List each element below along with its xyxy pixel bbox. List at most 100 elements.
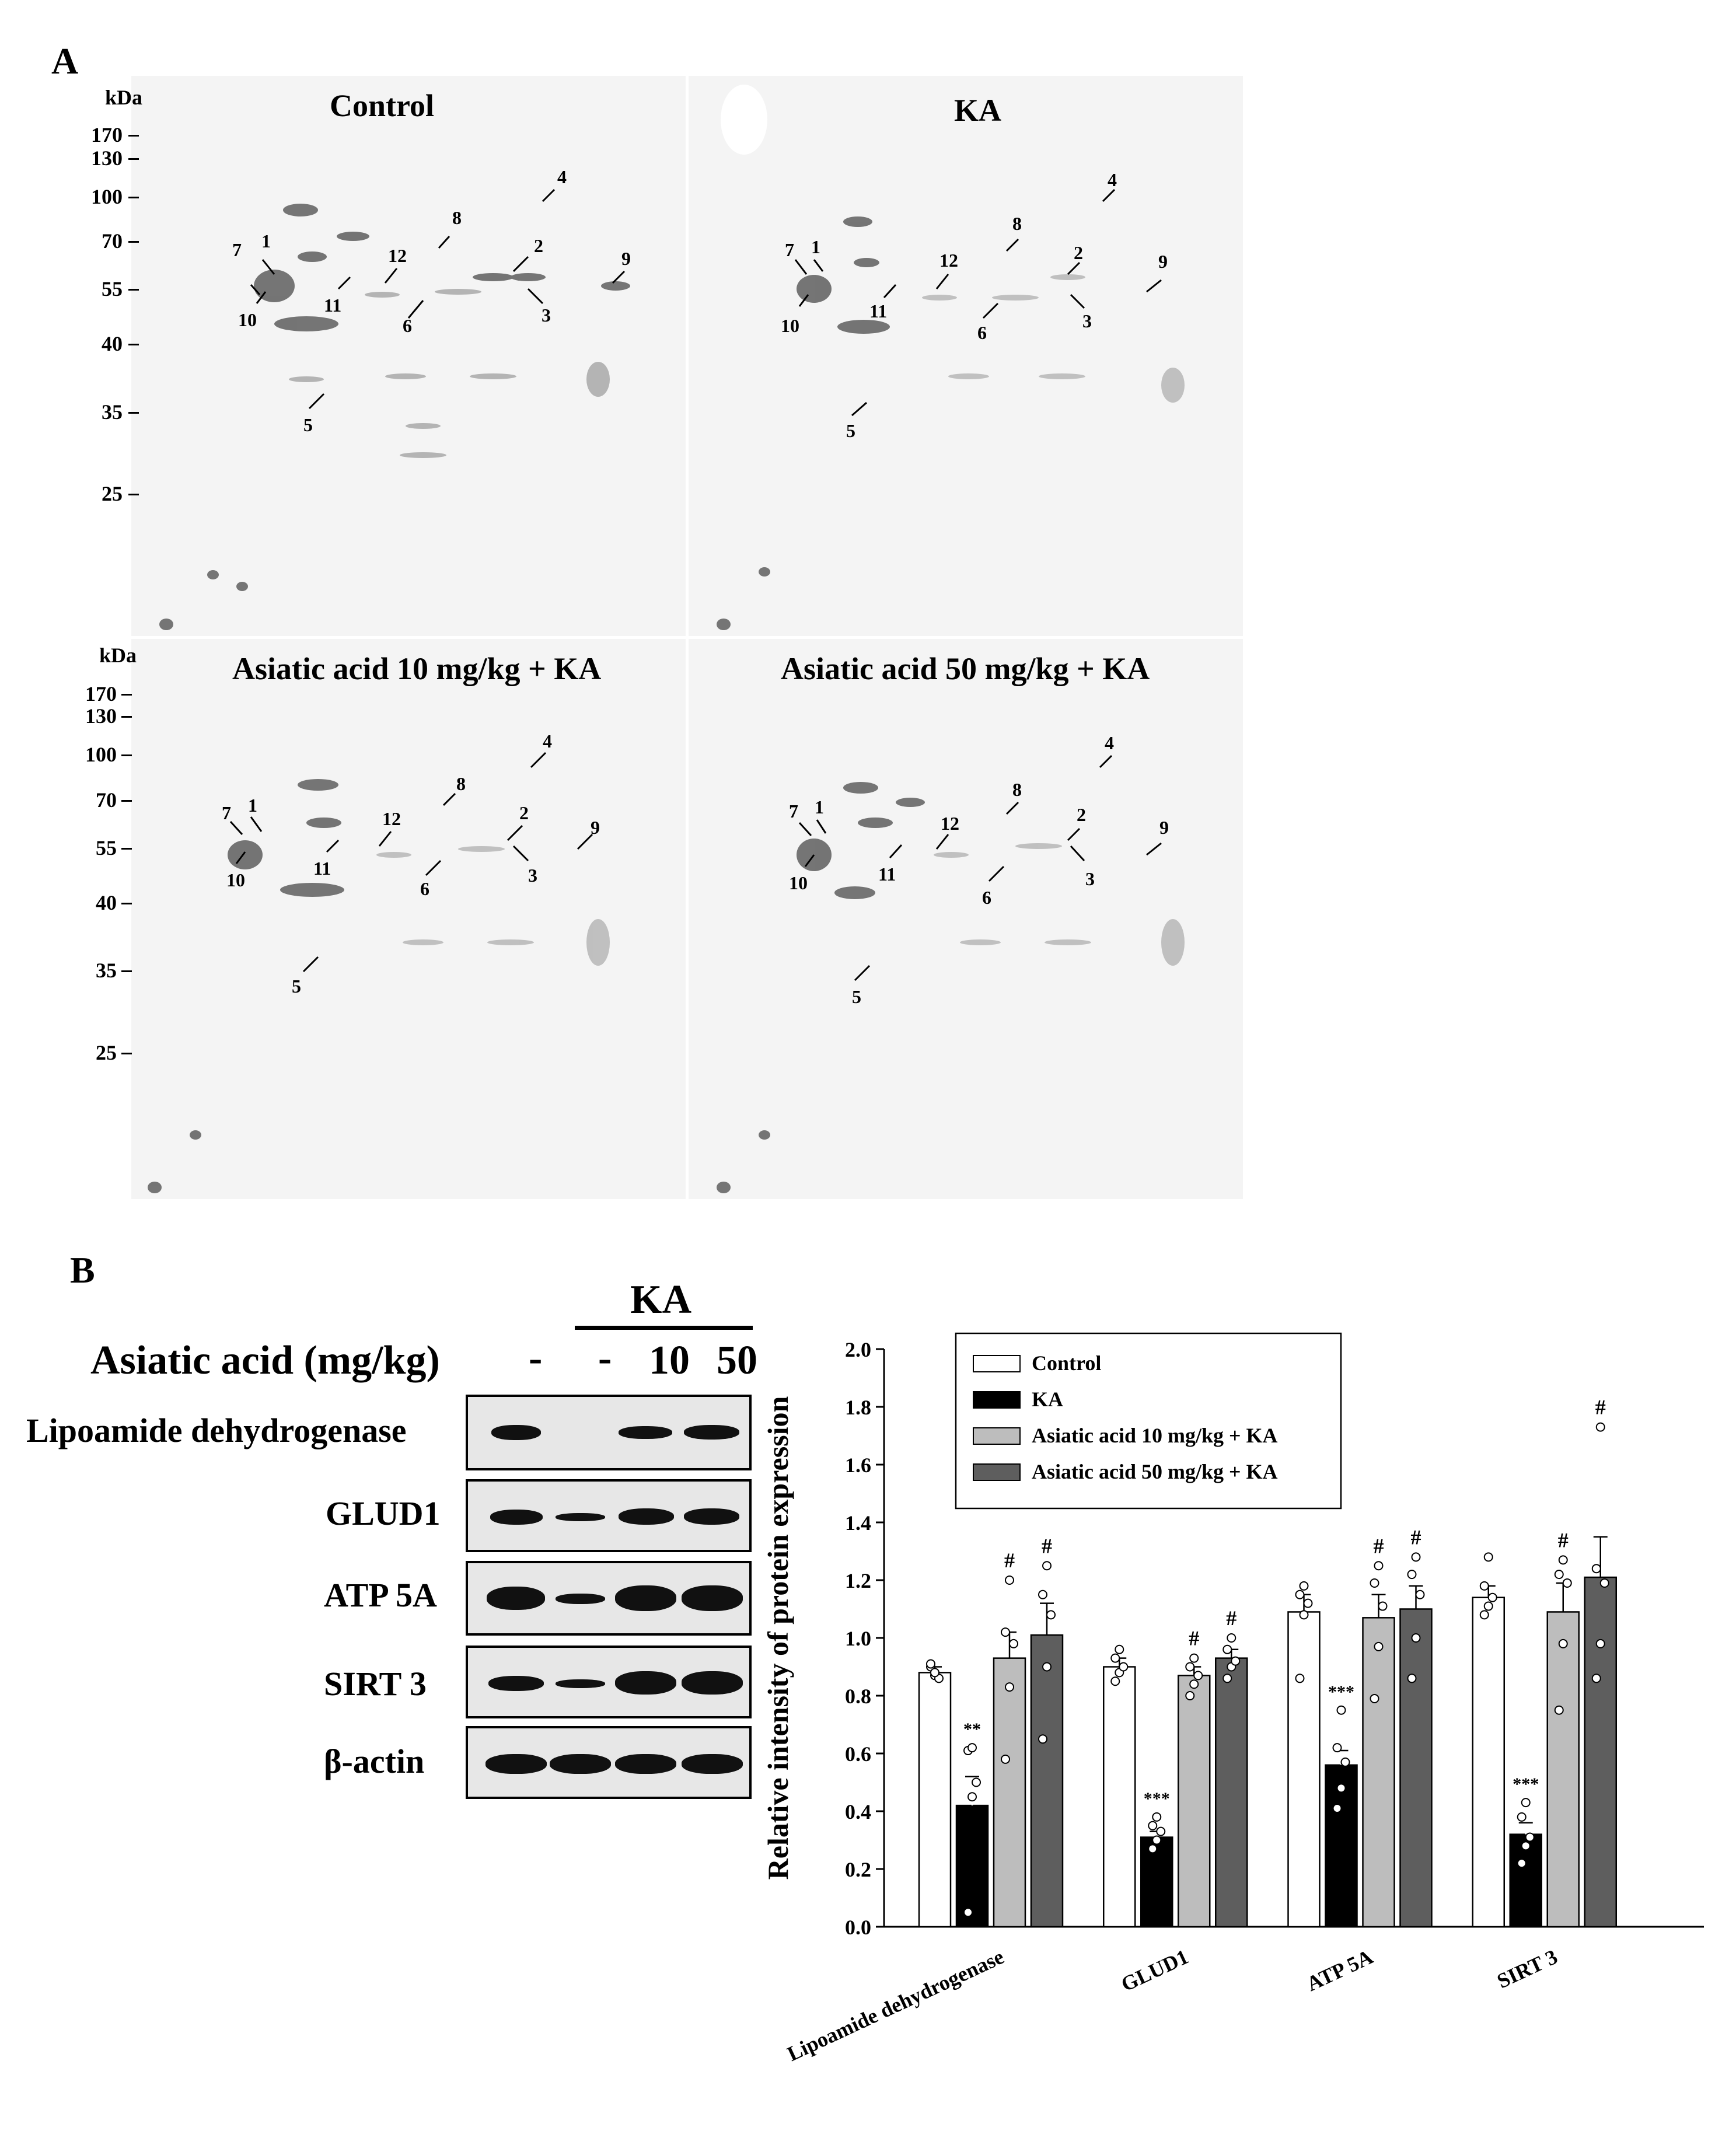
data-point xyxy=(1487,1592,1497,1602)
data-point xyxy=(1336,1705,1346,1715)
mw-tick xyxy=(128,197,139,198)
data-point xyxy=(1415,1589,1425,1599)
significance-marker: # xyxy=(1374,1534,1384,1557)
wb-row-lipoamide xyxy=(466,1395,752,1470)
significance-marker: # xyxy=(1042,1534,1052,1557)
wb-band xyxy=(550,1754,611,1774)
gel-aa50 xyxy=(689,639,1243,1199)
gel-control-spots xyxy=(159,204,630,630)
mw-70-bottom: 70 xyxy=(96,788,117,812)
data-point xyxy=(1521,1798,1531,1808)
bar xyxy=(955,1804,989,1928)
kda-label-top: kDa xyxy=(105,86,143,109)
legend-label: Control xyxy=(1032,1351,1101,1375)
data-point xyxy=(1374,1561,1384,1571)
data-point xyxy=(1303,1598,1313,1608)
spot-8: 8 xyxy=(456,773,466,794)
mw-tick xyxy=(128,344,139,345)
spot-12: 12 xyxy=(388,245,407,266)
data-point xyxy=(1001,1627,1010,1637)
mw-70-top: 70 xyxy=(102,229,123,253)
data-point xyxy=(1222,1644,1232,1654)
data-point xyxy=(1005,1682,1014,1692)
dose-aa10: 10 xyxy=(649,1338,690,1383)
kda-label-bottom: kDa xyxy=(99,644,137,667)
spot-2: 2 xyxy=(519,802,529,823)
wb-row-sirt3 xyxy=(466,1646,752,1718)
data-point xyxy=(1411,1552,1421,1562)
mw-100-top: 100 xyxy=(91,185,123,208)
spot-3: 3 xyxy=(542,305,551,326)
data-point xyxy=(1525,1832,1535,1842)
spot-7: 7 xyxy=(789,801,798,822)
y-axis-label: Relative intensity of protein expression xyxy=(762,1396,794,1880)
spot-5: 5 xyxy=(846,420,855,441)
legend-label: KA xyxy=(1032,1388,1063,1411)
spot-10: 10 xyxy=(781,315,799,336)
wb-row-beta-actin xyxy=(466,1726,752,1799)
data-point xyxy=(1185,1662,1195,1672)
y-tick-label: 2.0 xyxy=(845,1338,871,1361)
spot-1: 1 xyxy=(815,796,824,818)
spot-10: 10 xyxy=(238,309,257,330)
data-point xyxy=(1115,1644,1124,1654)
wb-label-beta-actin: β-actin xyxy=(324,1742,425,1780)
wb-band xyxy=(556,1594,605,1604)
bar xyxy=(918,1672,952,1928)
spot-9: 9 xyxy=(1159,817,1169,838)
y-tick-label: 0.8 xyxy=(845,1685,871,1708)
gel-title-control: Control xyxy=(330,88,435,123)
spot-9: 9 xyxy=(621,248,631,269)
data-point xyxy=(926,1659,935,1669)
mw-35-top: 35 xyxy=(102,400,123,424)
wb-band xyxy=(615,1754,676,1774)
spot-5: 5 xyxy=(303,414,313,435)
data-point xyxy=(1483,1552,1493,1562)
wb-band xyxy=(619,1508,674,1525)
bar xyxy=(1030,1634,1064,1928)
bar xyxy=(1287,1611,1321,1928)
data-point xyxy=(1119,1662,1129,1672)
dose-ka: - xyxy=(598,1336,612,1381)
dose-label: Asiatic acid (mg/kg) xyxy=(90,1338,440,1383)
significance-marker: # xyxy=(1189,1627,1199,1650)
spot-4: 4 xyxy=(1108,169,1117,190)
spot-11: 11 xyxy=(324,295,342,316)
data-point xyxy=(967,1743,977,1753)
data-point xyxy=(972,1777,981,1787)
gel-aa10-spots xyxy=(148,779,610,1193)
data-point xyxy=(1038,1734,1047,1744)
ka-header-bar xyxy=(575,1326,753,1330)
data-point xyxy=(1479,1581,1489,1591)
data-point xyxy=(1332,1804,1342,1814)
x-tick-label: SIRT 3 xyxy=(1493,1945,1561,1993)
data-point xyxy=(1222,1674,1232,1683)
spot-7: 7 xyxy=(232,239,242,260)
wb-band xyxy=(490,1510,543,1525)
wb-row-atp5a xyxy=(466,1561,752,1636)
mw-40-top: 40 xyxy=(102,332,123,355)
x-tick-label: Lipoamide dehydrogenase xyxy=(784,1945,1007,2066)
bar xyxy=(1215,1657,1248,1928)
data-point xyxy=(1483,1601,1493,1611)
wb-label-atp5a: ATP 5A xyxy=(324,1576,437,1614)
data-point xyxy=(1378,1601,1388,1611)
mw-tick xyxy=(128,135,139,137)
spot-6: 6 xyxy=(982,887,991,908)
significance-marker: # xyxy=(1004,1549,1015,1572)
mw-35-bottom: 35 xyxy=(96,959,117,982)
data-point xyxy=(930,1668,939,1678)
spot-6: 6 xyxy=(420,878,429,899)
legend-swatch xyxy=(973,1355,1021,1372)
wb-label-sirt3: SIRT 3 xyxy=(324,1665,427,1703)
data-point xyxy=(1374,1641,1384,1651)
bar xyxy=(1178,1675,1211,1928)
data-point xyxy=(963,1908,973,1917)
data-point xyxy=(1038,1589,1047,1599)
wb-band xyxy=(684,1508,739,1525)
data-point xyxy=(1370,1693,1379,1703)
data-point xyxy=(1156,1826,1166,1836)
wb-band xyxy=(615,1585,676,1611)
data-point xyxy=(1148,1844,1158,1854)
data-point xyxy=(1231,1656,1241,1666)
